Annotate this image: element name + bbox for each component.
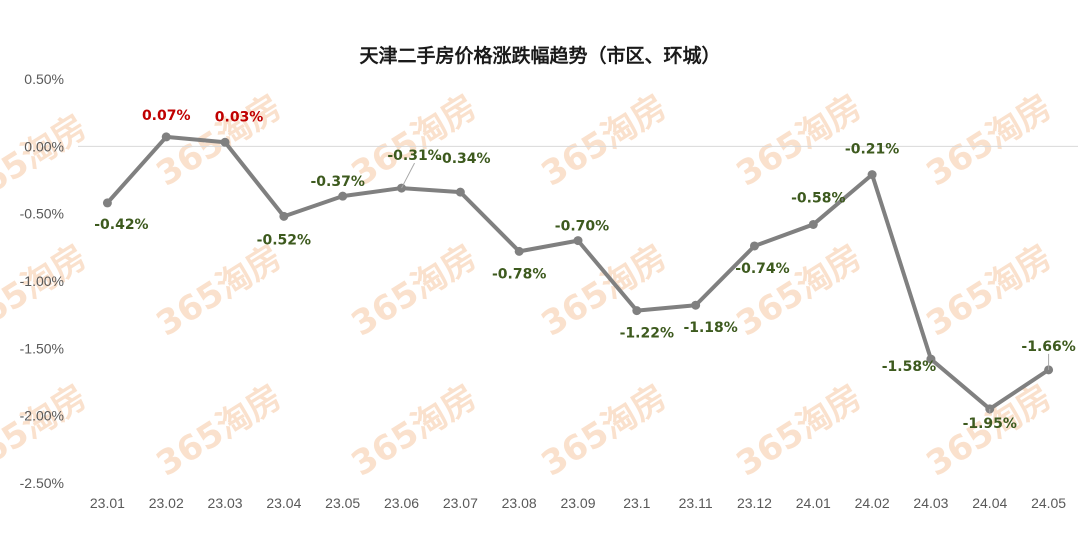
data-point xyxy=(161,132,171,142)
watermark: 365淘房 xyxy=(730,377,869,485)
x-tick-label: 24.02 xyxy=(855,495,890,511)
label-leader-line xyxy=(401,162,415,189)
x-tick-label: 23.12 xyxy=(737,495,772,511)
x-tick-label: 23.01 xyxy=(90,495,125,511)
data-points xyxy=(102,132,1054,414)
data-label: -0.31% xyxy=(387,148,441,164)
data-point xyxy=(808,219,818,229)
data-label: -0.74% xyxy=(735,261,789,277)
x-tick-label: 23.11 xyxy=(679,495,713,511)
x-tick-label: 23.1 xyxy=(623,495,650,511)
data-labels: -0.42% 0.07% 0.03% -0.52% -0.37% -0.31%-0.34%… xyxy=(94,108,1076,432)
data-label: -0.34% xyxy=(436,151,490,167)
watermark: 365淘房 xyxy=(0,377,94,485)
x-tick-label: 23.04 xyxy=(266,495,301,511)
y-tick-label: 0.50% xyxy=(24,71,64,87)
x-tick-label: 23.09 xyxy=(560,495,595,511)
chart-title: 天津二手房价格涨跌幅趋势（市区、环城） xyxy=(359,44,720,67)
data-label: -0.70% xyxy=(555,219,609,235)
data-point xyxy=(102,198,112,208)
watermark: 365淘房 xyxy=(535,87,674,195)
label-leader-lines xyxy=(401,162,1050,414)
watermark: 365淘房 xyxy=(535,377,674,485)
data-label: -1.18% xyxy=(683,320,737,336)
data-point xyxy=(749,241,759,251)
x-tick-label: 23.02 xyxy=(149,495,184,511)
data-point xyxy=(279,211,289,221)
data-label: 0.07% xyxy=(142,108,191,124)
x-tick-label: 24.04 xyxy=(972,495,1007,511)
x-tick-label: 23.08 xyxy=(502,495,537,511)
data-point xyxy=(220,137,230,147)
data-label: -1.22% xyxy=(620,326,674,342)
x-tick-label: 23.05 xyxy=(325,495,360,511)
data-label: -0.37% xyxy=(311,174,365,190)
data-label: -0.58% xyxy=(791,190,845,206)
x-tick-label: 23.07 xyxy=(443,495,478,511)
y-tick-label: -1.50% xyxy=(20,340,64,356)
y-tick-label: -0.50% xyxy=(20,206,64,222)
x-axis-ticks: 23.01 23.02 23.03 23.04 23.05 23.06 23.07 23.08… xyxy=(90,495,1066,511)
x-tick-label: 23.03 xyxy=(208,495,243,511)
data-point xyxy=(926,354,936,364)
data-label: -1.95% xyxy=(963,416,1017,432)
watermark: 365淘房 xyxy=(0,107,94,215)
y-axis-ticks: 0.50% 0.00% -0.50% -1.00% -1.50% -2.00% -2.50% xyxy=(20,71,64,491)
watermark: 365淘房 xyxy=(150,237,289,345)
y-tick-label: -1.00% xyxy=(20,273,64,289)
data-point xyxy=(338,191,348,201)
watermark: 365淘房 xyxy=(345,237,484,345)
watermark: 365淘房 xyxy=(345,377,484,485)
x-tick-label: 24.03 xyxy=(913,495,948,511)
data-label: -0.52% xyxy=(257,232,311,248)
watermark: 365淘房 xyxy=(920,87,1059,195)
watermark: 365淘房 xyxy=(0,237,94,345)
data-label: -0.78% xyxy=(492,266,546,282)
watermark: 365淘房 xyxy=(345,87,484,195)
data-label: 0.03% xyxy=(215,109,264,125)
y-tick-label: -2.00% xyxy=(20,408,64,424)
data-point xyxy=(691,300,701,310)
data-point xyxy=(867,170,877,180)
data-label: -0.21% xyxy=(845,142,899,158)
data-label: -1.58% xyxy=(882,359,936,375)
data-point xyxy=(455,187,465,197)
watermark: 365淘房 xyxy=(920,237,1059,345)
data-label: -1.66% xyxy=(1021,339,1075,355)
y-tick-label: 0.00% xyxy=(24,138,64,154)
data-point xyxy=(514,246,524,256)
y-tick-label: -2.50% xyxy=(20,475,64,491)
watermark: 365淘房 xyxy=(730,237,869,345)
data-point xyxy=(573,236,583,246)
x-tick-label: 23.06 xyxy=(384,495,419,511)
watermark: 365淘房 xyxy=(150,377,289,485)
data-point xyxy=(632,306,642,316)
x-tick-label: 24.05 xyxy=(1031,495,1066,511)
x-tick-label: 24.01 xyxy=(796,495,831,511)
data-label: -0.42% xyxy=(94,217,148,233)
